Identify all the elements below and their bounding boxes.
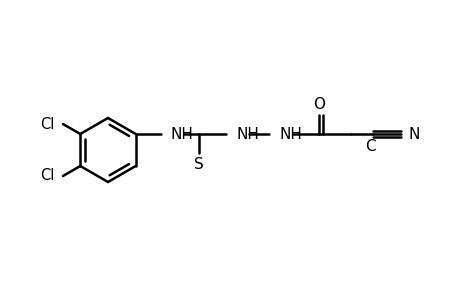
Text: NH: NH <box>279 127 302 142</box>
Text: N: N <box>408 127 419 142</box>
Text: Cl: Cl <box>40 169 55 184</box>
Text: S: S <box>193 157 203 172</box>
Text: Cl: Cl <box>40 116 55 131</box>
Text: NH: NH <box>236 127 259 142</box>
Text: C: C <box>364 139 375 154</box>
Text: O: O <box>312 97 324 112</box>
Text: NH: NH <box>170 127 193 142</box>
